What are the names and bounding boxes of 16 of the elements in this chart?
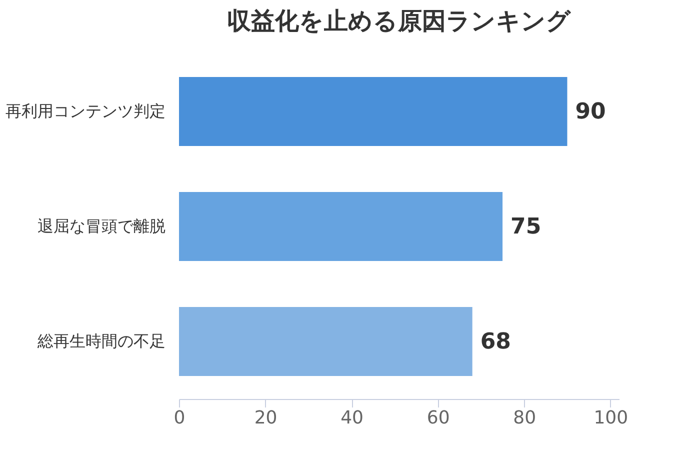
bar — [179, 77, 568, 146]
data-label: 68 — [480, 330, 511, 354]
bar — [179, 307, 472, 376]
y-tick-label: 退屈な冒頭で離脱 — [38, 216, 166, 236]
bar — [179, 192, 503, 261]
data-label: 90 — [575, 100, 606, 124]
y-tick-label: 総再生時間の不足 — [36, 332, 166, 350]
x-tick-label: 100 — [594, 408, 628, 428]
x-tick-label: 60 — [426, 408, 450, 428]
chart-title: 収益化を止める原因ランキング — [227, 7, 572, 35]
data-label: 75 — [510, 214, 542, 240]
x-tick-label: 40 — [340, 408, 364, 428]
x-tick-label: 20 — [254, 408, 278, 428]
x-tick-label: 0 — [174, 408, 186, 428]
x-tick-label: 80 — [513, 408, 536, 428]
y-tick-label: 再利用コンテンツ判定 — [6, 102, 166, 120]
